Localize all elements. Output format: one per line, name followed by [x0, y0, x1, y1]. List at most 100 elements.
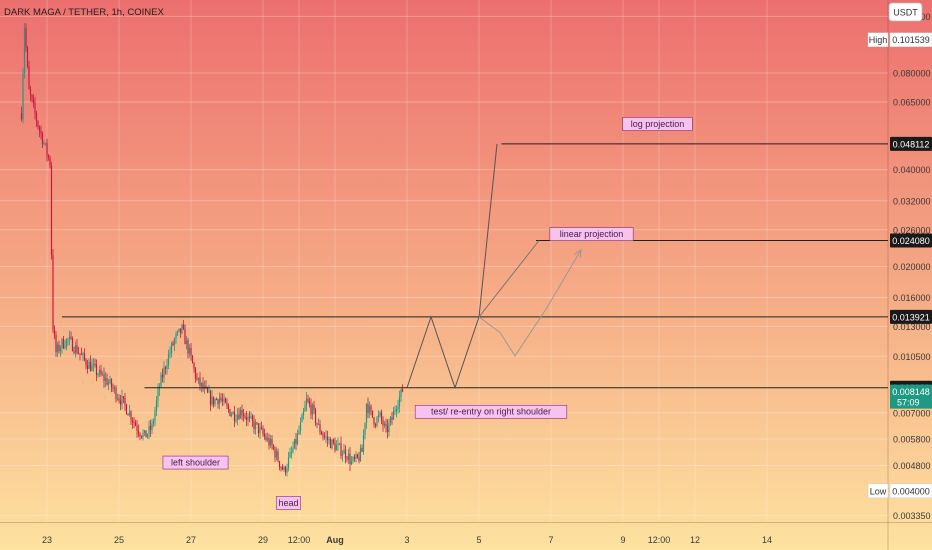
candle [245, 411, 248, 427]
candle [302, 407, 305, 420]
candle [208, 384, 210, 393]
time-tick-label: 12:00 [648, 535, 671, 545]
label-log-projection[interactable]: log projection [622, 117, 693, 131]
candle [356, 453, 359, 459]
candle [248, 411, 251, 423]
candle [277, 448, 279, 463]
candle [202, 377, 204, 392]
candle [67, 337, 69, 346]
svg-text:left shoulder: left shoulder [171, 457, 220, 467]
candle [97, 372, 99, 378]
candle [182, 319, 185, 331]
candle [374, 422, 377, 429]
label-head[interactable]: head [276, 496, 301, 510]
candle [44, 142, 47, 146]
svg-text:head: head [278, 498, 298, 508]
candle [23, 22, 26, 79]
candle [56, 341, 59, 358]
candle [64, 340, 66, 350]
candle [181, 323, 183, 335]
log-projection-path[interactable] [406, 143, 498, 390]
candle [88, 358, 90, 369]
candle [170, 341, 173, 358]
candle [167, 349, 170, 370]
svg-text:USDT: USDT [893, 8, 918, 18]
candle [211, 390, 213, 407]
time-tick-label: 7 [548, 535, 553, 545]
candle [161, 368, 164, 383]
candle [184, 324, 186, 345]
candle [290, 446, 293, 459]
candle [304, 400, 306, 412]
candle [283, 465, 285, 472]
time-axis: 23 25 27 29 12:00 Aug 3 5 7 9 12:00 12 14 [42, 535, 772, 545]
label-right-shoulder[interactable]: test/ re-entry on right shoulder [414, 405, 568, 419]
candle [382, 416, 384, 432]
candle [271, 434, 273, 450]
label-linear-projection[interactable]: linear projection [549, 227, 634, 241]
candle [121, 389, 123, 410]
candle [286, 463, 288, 477]
candle [71, 336, 74, 352]
candle [62, 335, 65, 350]
candle [352, 455, 354, 464]
symbol-title[interactable]: DARK MAGA / TETHER, 1h, COINEX [4, 7, 164, 18]
candle [272, 444, 275, 451]
candle [340, 436, 342, 460]
candle [269, 435, 272, 448]
candle [275, 446, 278, 461]
candle [295, 433, 297, 451]
candle [358, 451, 360, 464]
candle [128, 404, 131, 417]
candle [223, 393, 225, 405]
candle [53, 325, 56, 340]
candle [70, 331, 72, 341]
candle [179, 328, 182, 338]
candle [173, 337, 176, 352]
candle [250, 411, 252, 419]
svg-text:0.024080: 0.024080 [892, 236, 930, 246]
candle [346, 456, 348, 463]
price-tick-label: 0.010500 [893, 352, 931, 362]
candle [92, 357, 95, 372]
price-tick-label: 0.013000 [893, 322, 931, 332]
candle [322, 431, 324, 441]
candle [146, 433, 149, 439]
candle [349, 447, 351, 472]
svg-text:0.008148: 0.008148 [892, 387, 930, 397]
candle [251, 414, 254, 427]
candle [142, 429, 144, 441]
candle [316, 422, 318, 429]
candle [134, 419, 137, 427]
time-tick-label: 3 [404, 535, 409, 545]
candle [238, 407, 240, 420]
time-tick-label: 14 [762, 535, 772, 545]
time-tick-label: 12 [690, 535, 700, 545]
candle [262, 425, 264, 437]
linear-projection-path[interactable] [478, 240, 540, 318]
candle [107, 379, 110, 391]
candle [104, 371, 107, 388]
candle [46, 138, 48, 162]
candle [133, 417, 135, 429]
candle [253, 415, 255, 434]
svg-text:log projection: log projection [631, 119, 685, 129]
svg-text:0.048112: 0.048112 [893, 139, 930, 149]
right-shoulder-path[interactable] [478, 249, 582, 357]
candle [124, 392, 126, 411]
candle [320, 430, 323, 435]
candle [176, 330, 179, 337]
candle [59, 345, 62, 357]
candle [149, 419, 152, 437]
candle [224, 397, 227, 404]
currency-button[interactable]: USDT [888, 2, 923, 22]
candle [20, 106, 23, 122]
candle [308, 397, 311, 408]
candle [94, 358, 96, 368]
candle [118, 394, 120, 404]
label-left-shoulder[interactable]: left shoulder [162, 455, 229, 470]
candle [52, 248, 54, 334]
candle [148, 420, 150, 440]
